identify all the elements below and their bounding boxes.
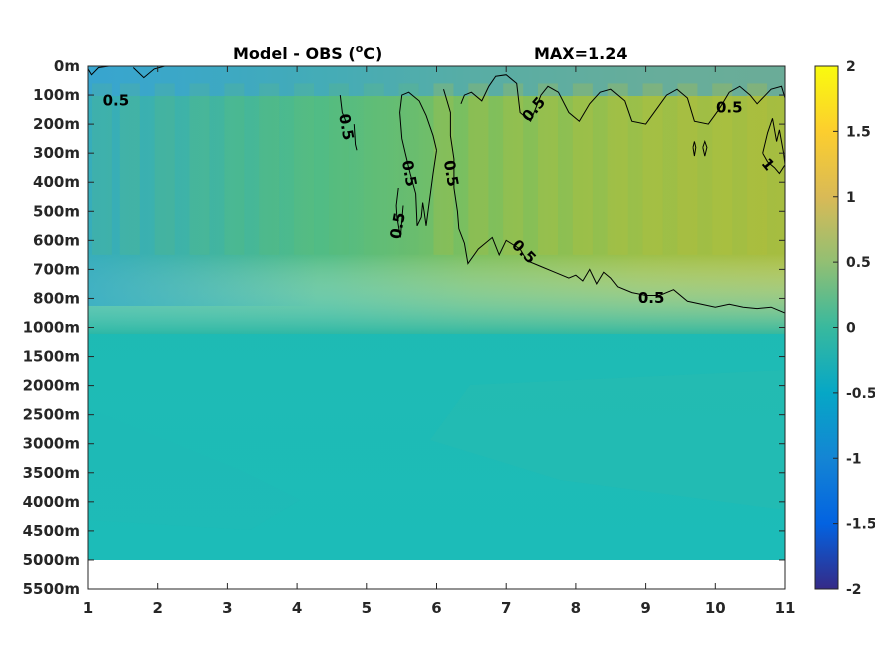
y-tick-label: 4000m	[23, 493, 80, 511]
plume-streak	[538, 83, 559, 255]
x-tick-label: 5	[362, 599, 372, 617]
x-tick-label: 1	[83, 599, 93, 617]
x-tick-label: 7	[501, 599, 511, 617]
contour-label: 0.5	[335, 112, 357, 141]
chart-max-label: MAX=1.24	[534, 44, 628, 63]
plume-streak	[154, 83, 175, 255]
plume-group	[91, 83, 768, 255]
plot-area	[88, 66, 785, 560]
y-tick-label: 5000m	[23, 551, 80, 569]
colorbar-tick-label: 2	[846, 59, 856, 75]
x-tick-label: 11	[775, 599, 796, 617]
y-tick-label: 400m	[33, 173, 80, 191]
y-tick-label: 100m	[33, 86, 80, 104]
plume-streak	[503, 83, 524, 255]
x-tick-label: 2	[152, 599, 162, 617]
y-tick-label: 4500m	[23, 522, 80, 540]
plume-streak	[433, 83, 454, 255]
contour-line	[692, 141, 697, 157]
colorbar-tick-label: -0.5	[846, 386, 875, 402]
colorbar-tick-label: 0.5	[846, 255, 871, 271]
plume-streak	[677, 83, 698, 255]
y-tick-label: 300m	[33, 144, 80, 162]
chart-title: Model - OBS (oC)	[233, 42, 382, 63]
contour-line	[395, 187, 404, 238]
x-axis: 1 2 3 4 5 6 7 8 9 10 11	[83, 66, 796, 617]
colorbar-tick-label: -1	[846, 451, 862, 467]
plume-streak	[712, 83, 733, 255]
x-tick-label: 4	[292, 599, 302, 617]
y-tick-label: 800m	[33, 289, 80, 307]
contour-label: 0.5	[103, 91, 130, 109]
colorbar: 2 1.5 1 0.5 0 -0.5 -1 -1.5 -2	[814, 59, 875, 598]
contour-label: 0.5	[398, 159, 420, 188]
plume-streak	[363, 83, 384, 255]
contour-lines	[88, 66, 785, 314]
x-tick-label: 3	[222, 599, 232, 617]
contour-line	[353, 124, 358, 151]
y-tick-label: 1500m	[23, 348, 80, 366]
plume-streak	[189, 83, 210, 255]
plume-streak	[224, 83, 245, 255]
y-axis: 0m 100m 200m 300m 400m 500m 600m 700m 800m 1000m 1…	[23, 57, 785, 598]
plume-streak	[119, 83, 140, 255]
y-tick-label: 0m	[54, 57, 80, 75]
left-cool-zone	[88, 66, 318, 306]
contour-line	[460, 74, 785, 125]
contour-label: 0.5	[440, 159, 462, 188]
colorbar-tick-label: -1.5	[846, 517, 875, 533]
colorbar-tick-label: 0	[846, 321, 856, 337]
y-tick-label: 3500m	[23, 464, 80, 482]
deep-field-variation	[88, 408, 300, 530]
plume-streak	[607, 83, 628, 255]
contour-label: 0.5	[638, 289, 665, 307]
contour-line	[88, 66, 109, 76]
x-tick-label: 10	[705, 599, 726, 617]
y-tick-label: 700m	[33, 260, 80, 278]
y-tick-label: 5500m	[23, 580, 80, 598]
contour-line	[339, 95, 347, 122]
contour-label: 0.5	[387, 211, 409, 240]
plume-streak	[468, 83, 489, 255]
plume-streak	[572, 83, 593, 255]
colorbar-tick-label: -2	[846, 582, 862, 598]
plume-streak	[259, 83, 280, 255]
x-tick-label: 8	[571, 599, 581, 617]
plume-streak	[91, 83, 112, 255]
x-tick-label: 6	[431, 599, 441, 617]
y-tick-label: 3000m	[23, 435, 80, 453]
contour-label: 0.5	[716, 99, 743, 117]
plume-streak	[294, 83, 315, 255]
deep-field-variation-2	[430, 370, 785, 510]
plume-streak	[747, 83, 768, 255]
x-tick-label: 9	[640, 599, 650, 617]
y-tick-label: 1000m	[23, 319, 80, 337]
contour-line	[443, 89, 785, 314]
contour-line	[399, 91, 437, 227]
y-tick-label: 600m	[33, 231, 80, 249]
y-tick-label: 2000m	[23, 377, 80, 395]
y-tick-label: 500m	[33, 202, 80, 220]
y-tick-label: 2500m	[23, 406, 80, 424]
contour-line	[702, 139, 708, 157]
plume-streak	[328, 83, 349, 255]
plume-streak	[642, 83, 663, 255]
colorbar-tick-label: 1.5	[846, 124, 871, 140]
contour-line	[132, 66, 165, 79]
colorbar-tick-label: 1	[846, 190, 856, 206]
y-tick-label: 200m	[33, 115, 80, 133]
